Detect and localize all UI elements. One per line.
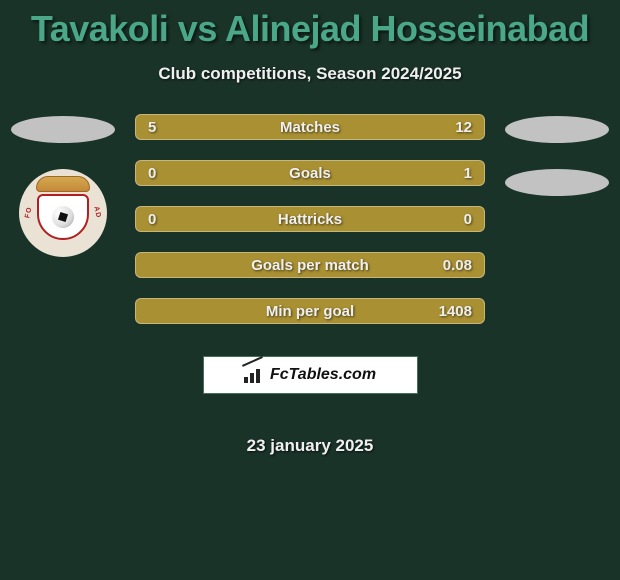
stats-column: 5 Matches 12 0 Goals 1 0 Hattricks 0 Goa…: [135, 114, 485, 456]
badge-shield: [37, 194, 89, 240]
stat-label: Hattricks: [278, 211, 342, 228]
stat-right-value: 0: [432, 211, 472, 228]
player-oval-right-2: [505, 169, 609, 196]
stat-right-value: 12: [432, 119, 472, 136]
stat-label: Goals per match: [251, 257, 369, 274]
right-team-column: [505, 114, 609, 196]
stat-label: Matches: [280, 119, 340, 136]
left-team-column: FO AD: [11, 114, 115, 257]
player-oval-left: [11, 116, 115, 143]
stat-bar-min-per-goal: Min per goal 1408: [135, 298, 485, 324]
stat-left-value: 0: [148, 211, 188, 228]
stat-right-value: 1408: [432, 303, 472, 320]
stat-bar-matches: 5 Matches 12: [135, 114, 485, 140]
player-oval-right-1: [505, 116, 609, 143]
branding-text: FcTables.com: [270, 366, 376, 384]
badge-text-left: FO: [24, 206, 33, 219]
page-subtitle: Club competitions, Season 2024/2025: [0, 64, 620, 84]
badge-text-right: AD: [92, 206, 101, 219]
chart-growth-icon: [244, 367, 264, 383]
stat-right-value: 0.08: [432, 257, 472, 274]
content-row: FO AD 5 Matches 12 0 Goals 1 0 Hattricks…: [0, 114, 620, 456]
stat-left-value: 0: [148, 165, 188, 182]
page-title: Tavakoli vs Alinejad Hosseinabad: [0, 8, 620, 50]
stat-label: Min per goal: [266, 303, 354, 320]
stat-bar-hattricks: 0 Hattricks 0: [135, 206, 485, 232]
soccer-ball-icon: [52, 206, 74, 228]
comparison-card: Tavakoli vs Alinejad Hosseinabad Club co…: [0, 0, 620, 456]
club-badge-left: FO AD: [19, 169, 107, 257]
stat-left-value: 5: [148, 119, 188, 136]
stat-right-value: 1: [432, 165, 472, 182]
branding-box[interactable]: FcTables.com: [203, 356, 418, 394]
date-line: 23 january 2025: [135, 436, 485, 456]
badge-top-shape: [36, 176, 90, 192]
stat-bar-goals-per-match: Goals per match 0.08: [135, 252, 485, 278]
stat-bar-goals: 0 Goals 1: [135, 160, 485, 186]
stat-label: Goals: [289, 165, 331, 182]
